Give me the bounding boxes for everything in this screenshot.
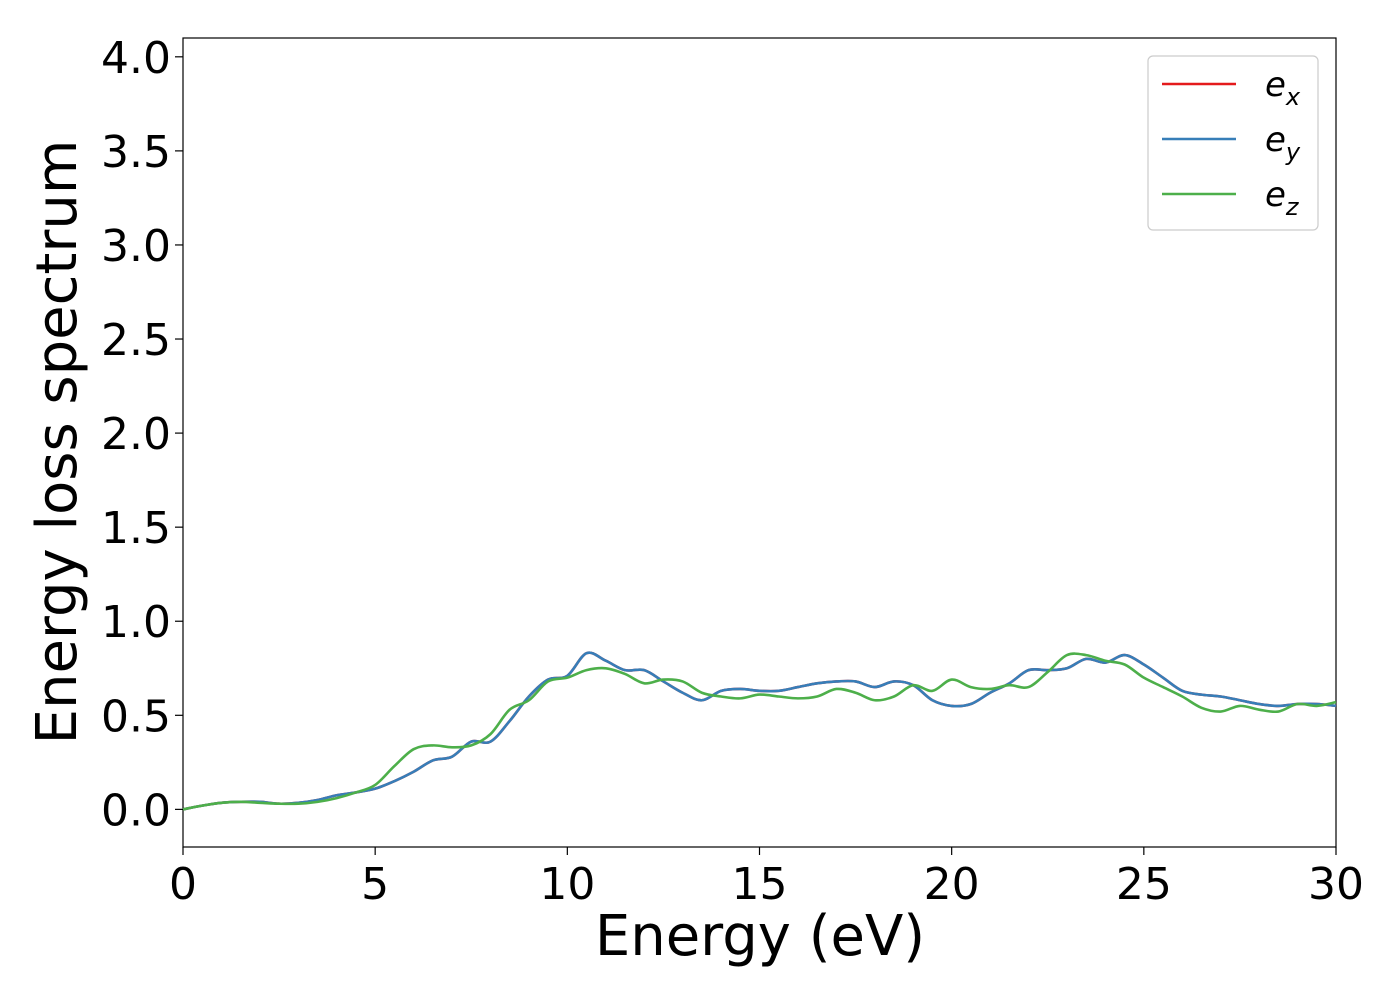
x-tick-label: 30 xyxy=(1308,859,1364,910)
x-axis-title: Energy (eV) xyxy=(595,904,925,969)
x-tick-label: 25 xyxy=(1116,859,1172,910)
series-line-z xyxy=(182,652,1337,811)
y-tick-label: 3.0 xyxy=(101,221,171,272)
legend-label-y: ey xyxy=(1265,120,1301,166)
series-line-y xyxy=(182,651,1337,811)
x-tick-label: 15 xyxy=(732,859,788,910)
y-tick-label: 1.0 xyxy=(101,597,171,648)
legend-label-z: ez xyxy=(1265,175,1300,221)
y-tick-label: 1.5 xyxy=(101,503,171,554)
series-layer xyxy=(182,651,1337,811)
y-tick-label: 2.5 xyxy=(101,315,171,366)
x-tick-label: 10 xyxy=(539,859,595,910)
y-tick-label: 0.0 xyxy=(101,785,171,836)
y-tick-label: 2.0 xyxy=(101,409,171,460)
y-tick-label: 3.5 xyxy=(101,127,171,178)
y-axis: 0.0 0.5 1.0 1.5 2.0 2.5 3.0 3.5 4.0 xyxy=(101,33,183,836)
legend-label-x: ex xyxy=(1265,65,1301,111)
x-tick-label: 0 xyxy=(169,859,197,910)
x-tick-label: 20 xyxy=(924,859,980,910)
y-axis-title: Energy loss spectrum xyxy=(25,140,90,745)
x-axis: 0 5 10 15 20 25 30 xyxy=(169,847,1364,910)
y-tick-label: 0.5 xyxy=(101,691,171,742)
legend-box xyxy=(1147,55,1319,231)
y-tick-label: 4.0 xyxy=(101,33,171,84)
x-tick-label: 5 xyxy=(361,859,389,910)
legend: ex ey ez xyxy=(1147,55,1319,231)
